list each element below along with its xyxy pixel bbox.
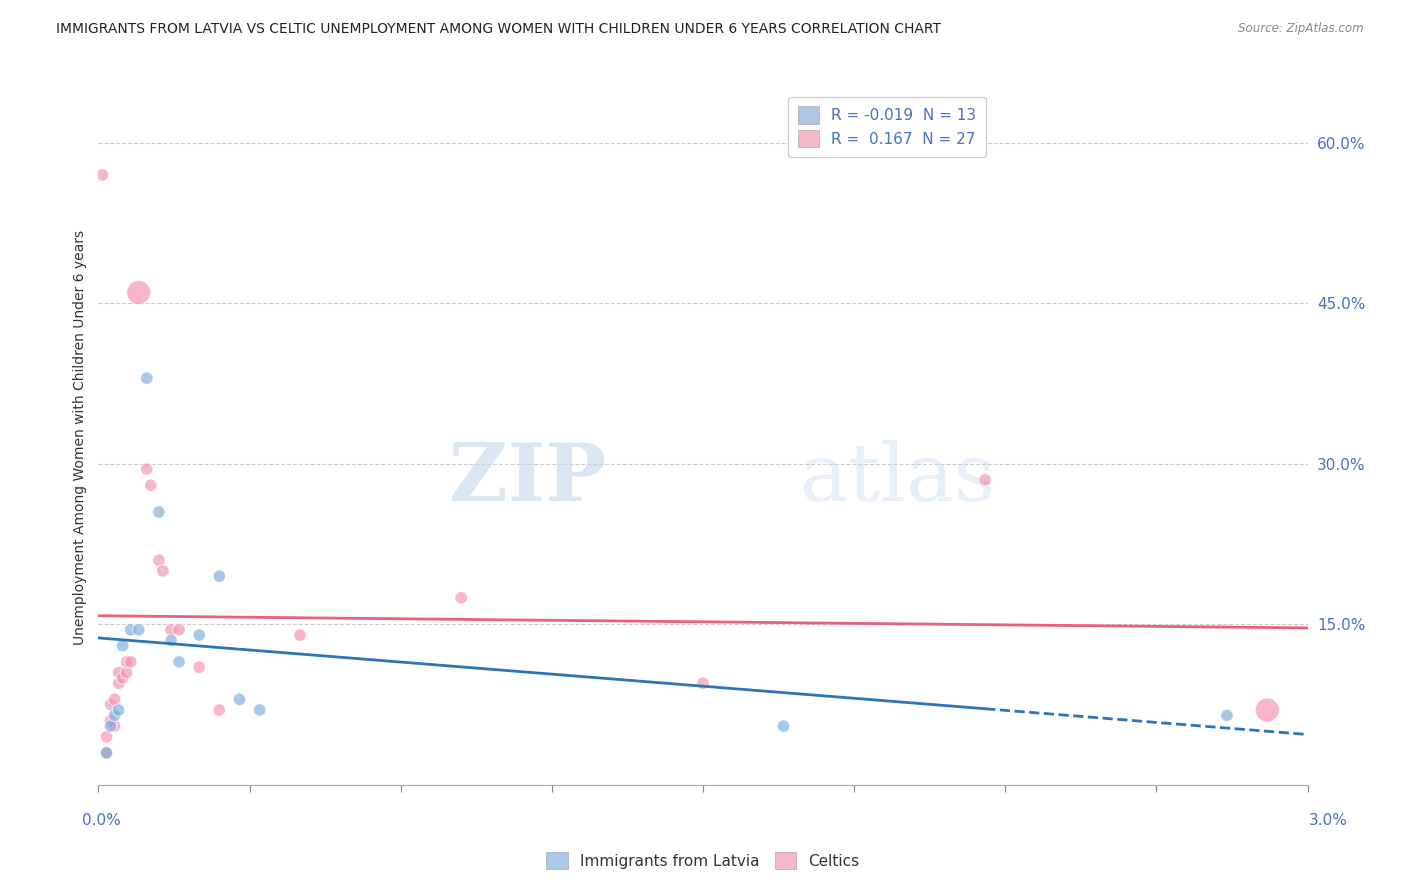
Text: Source: ZipAtlas.com: Source: ZipAtlas.com [1239, 22, 1364, 36]
Point [107, 665, 129, 680]
Point [100, 719, 122, 733]
Point [1256, 703, 1278, 717]
Point [228, 692, 250, 706]
Point [100, 714, 122, 728]
Text: IMMIGRANTS FROM LATVIA VS CELTIC UNEMPLOYMENT AMONG WOMEN WITH CHILDREN UNDER 6 : IMMIGRANTS FROM LATVIA VS CELTIC UNEMPLO… [56, 22, 941, 37]
Point [249, 703, 271, 717]
Point [1216, 708, 1239, 723]
Point [128, 623, 150, 637]
Point [208, 703, 231, 717]
Point [288, 628, 311, 642]
Text: 3.0%: 3.0% [1309, 814, 1348, 828]
Point [135, 371, 157, 385]
Point [91, 168, 114, 182]
Point [107, 676, 129, 690]
Point [111, 639, 134, 653]
Point [450, 591, 472, 605]
Point [167, 623, 190, 637]
Point [103, 708, 125, 723]
Point [120, 655, 142, 669]
Point [692, 676, 714, 690]
Point [96, 746, 118, 760]
Point [208, 569, 231, 583]
Point [148, 553, 170, 567]
Point [96, 746, 118, 760]
Point [128, 285, 150, 300]
Text: atlas: atlas [800, 440, 995, 518]
Point [160, 633, 183, 648]
Point [111, 671, 134, 685]
Point [107, 703, 129, 717]
Point [135, 462, 157, 476]
Point [103, 692, 125, 706]
Point [772, 719, 794, 733]
Point [188, 628, 211, 642]
Point [974, 473, 997, 487]
Point [115, 665, 138, 680]
Point [160, 623, 183, 637]
Legend: R = -0.019  N = 13, R =  0.167  N = 27: R = -0.019 N = 13, R = 0.167 N = 27 [789, 97, 986, 157]
Point [103, 719, 125, 733]
Text: ZIP: ZIP [450, 440, 606, 518]
Point [115, 655, 138, 669]
Point [139, 478, 162, 492]
Legend: Immigrants from Latvia, Celtics: Immigrants from Latvia, Celtics [540, 846, 866, 875]
Point [96, 730, 118, 744]
Text: 0.0%: 0.0% [82, 814, 121, 828]
Point [148, 505, 170, 519]
Point [120, 623, 142, 637]
Point [167, 655, 190, 669]
Point [152, 564, 174, 578]
Point [100, 698, 122, 712]
Y-axis label: Unemployment Among Women with Children Under 6 years: Unemployment Among Women with Children U… [73, 229, 87, 645]
Point [188, 660, 211, 674]
